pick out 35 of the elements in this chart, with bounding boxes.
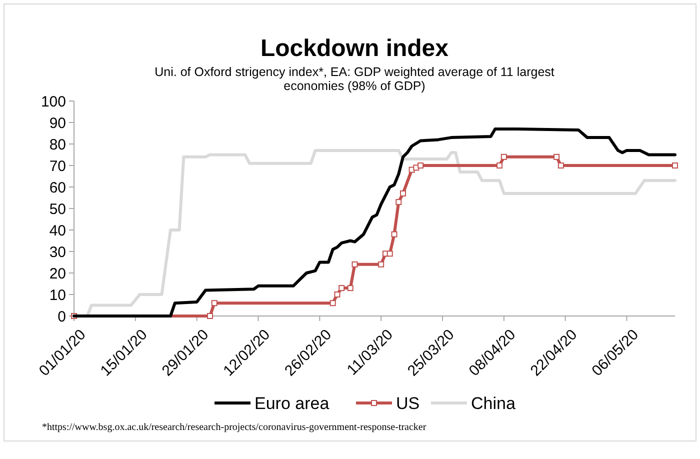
legend-label: Euro area <box>254 394 330 413</box>
y-tick-label: 60 <box>49 179 66 196</box>
point <box>330 300 336 306</box>
y-tick-label: 0 <box>58 308 66 326</box>
point <box>554 154 560 160</box>
y-tick-label: 90 <box>49 114 66 132</box>
point <box>206 313 213 319</box>
y-tick-label: 10 <box>49 286 66 304</box>
legend-label: US <box>396 394 420 413</box>
point <box>558 162 564 168</box>
point <box>211 300 218 306</box>
y-tick-label: 70 <box>49 158 66 175</box>
point <box>334 292 340 298</box>
point <box>400 190 406 196</box>
y-tick-label: 30 <box>49 244 66 261</box>
point <box>338 285 345 292</box>
point <box>352 261 358 268</box>
point <box>672 162 678 168</box>
point <box>378 261 384 268</box>
chart-subtitle: Uni. of Oxford strigency index*, EA: GDP weighted average of 11 largest economies (98% of GDP) <box>154 65 555 93</box>
y-tick-label: 80 <box>49 136 66 154</box>
legend-label: China <box>471 394 516 413</box>
chart-title: Lockdown index <box>260 35 450 62</box>
point <box>386 250 393 257</box>
point <box>396 199 402 206</box>
point <box>347 285 354 292</box>
point <box>391 231 398 238</box>
text: *https://www.bsg.ox.ac.uk/research/research-projects/coronavirus-government-response-tracker <box>42 422 427 433</box>
y-tick-label: 40 <box>49 222 66 240</box>
y-tick-label: 20 <box>49 265 66 282</box>
y-tick-label: 100 <box>40 93 66 110</box>
point <box>500 154 507 160</box>
point <box>418 162 424 168</box>
point <box>496 162 503 168</box>
y-tick-label: 50 <box>49 200 66 218</box>
